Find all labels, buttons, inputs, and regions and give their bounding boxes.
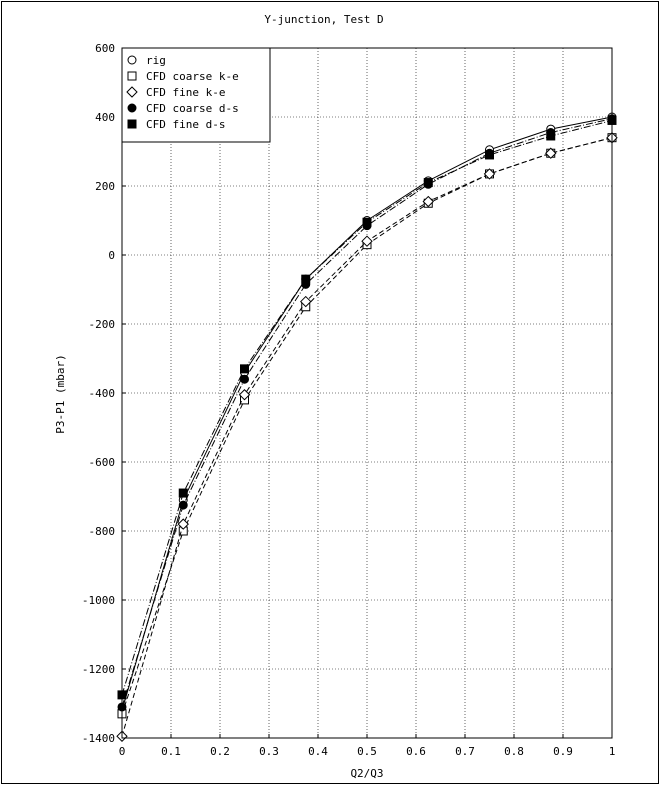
y-tick-label: -400 <box>89 387 116 400</box>
legend-label: CFD fine d-s <box>146 118 225 131</box>
x-tick-label: 0.2 <box>210 745 230 758</box>
data-point <box>361 235 373 247</box>
series-line-3 <box>121 118 613 708</box>
y-tick-label: -800 <box>89 525 116 538</box>
x-tick-label: 0.5 <box>357 745 377 758</box>
legend-label: CFD coarse d-s <box>146 102 239 115</box>
legend: rig CFD coarse k-e CFD fine k-e CFD coarse … <box>121 47 271 143</box>
series-layer <box>116 112 618 742</box>
data-point <box>546 131 556 141</box>
chart-title: Y-junction, Test D <box>264 13 383 26</box>
y-tick-label: -1200 <box>82 663 115 676</box>
x-axis-label: Q2/Q3 <box>350 767 383 780</box>
legend-box <box>121 47 271 143</box>
y-tick-label: 400 <box>95 111 115 124</box>
legend-marker <box>126 86 138 98</box>
legend-marker <box>127 119 137 129</box>
y-tick-label: 200 <box>95 180 115 193</box>
grid-lines <box>121 47 613 739</box>
y-tick-label: 0 <box>108 249 115 262</box>
data-point <box>423 178 433 188</box>
data-point <box>300 295 312 308</box>
legend-label: CFD coarse k-e <box>146 70 239 83</box>
x-tick-label: 0.7 <box>455 745 475 758</box>
x-tick-label: 0.9 <box>553 745 573 758</box>
data-point <box>238 389 251 401</box>
x-tick-label: 0.8 <box>504 745 524 758</box>
x-tick-label: 0 <box>119 745 126 758</box>
y-axis-label: P3-P1 (mbar) <box>54 354 67 433</box>
y-tick-label: -600 <box>89 456 116 469</box>
data-point <box>485 150 494 160</box>
data-point <box>178 488 188 498</box>
series-line-4 <box>121 120 613 696</box>
data-point <box>483 168 496 180</box>
legend-label: CFD fine k-e <box>146 86 225 99</box>
plot-border <box>121 47 613 739</box>
data-point <box>362 217 372 227</box>
series-4 <box>117 115 617 700</box>
legend-marker <box>127 103 137 113</box>
x-tick-label: 0.4 <box>308 745 328 758</box>
data-point <box>422 195 434 208</box>
tick-labels: 0 0.1 0.2 0.3 0.4 0.5 0.6 0.7 0.8 0.9 16004002000-… <box>82 42 615 758</box>
data-point <box>240 364 249 374</box>
x-tick-label: 1 <box>609 745 616 758</box>
x-tick-label: 0.3 <box>259 745 279 758</box>
y-tick-label: -200 <box>89 318 116 331</box>
x-tick-label: 0.1 <box>161 745 181 758</box>
y-tick-label: -1000 <box>82 594 115 607</box>
y-tick-label: 600 <box>95 42 115 55</box>
data-point <box>545 147 557 159</box>
y-tick-label: -1400 <box>82 732 115 745</box>
x-tick-label: 0.6 <box>406 745 426 758</box>
legend-marker <box>127 55 137 65</box>
legend-marker <box>127 71 137 81</box>
legend-label: rig <box>146 54 166 67</box>
data-point <box>240 374 249 384</box>
data-point <box>301 274 311 284</box>
data-point <box>177 518 189 530</box>
